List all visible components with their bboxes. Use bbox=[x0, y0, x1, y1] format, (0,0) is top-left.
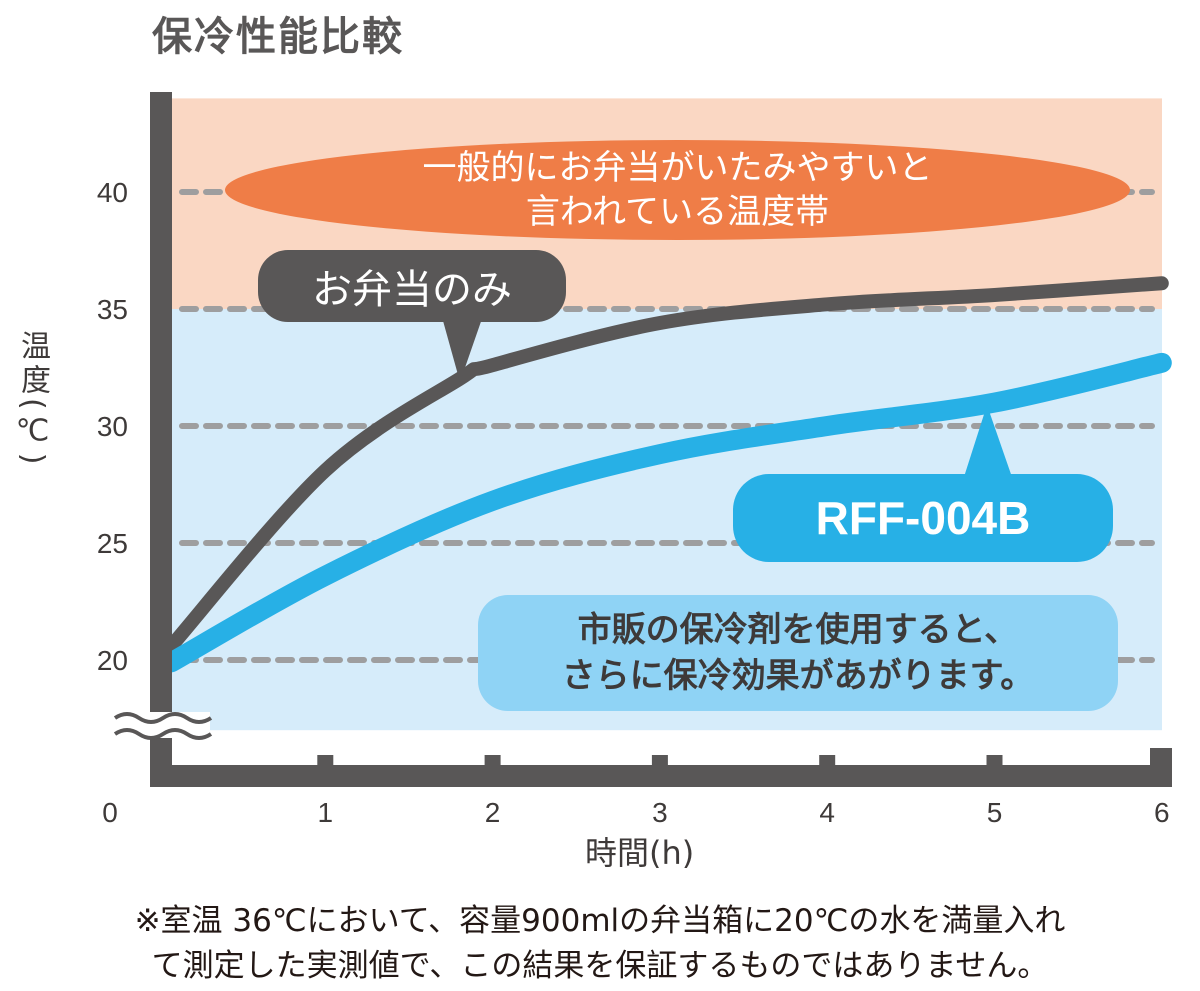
x-tick-label: 5 bbox=[987, 797, 1003, 828]
series2-label-text: RFF-004B bbox=[815, 492, 1031, 544]
x-tick-label: 3 bbox=[652, 797, 668, 828]
x-tick-mark bbox=[986, 755, 1003, 767]
y-tick-label: 40 bbox=[97, 177, 128, 208]
series-line-2 bbox=[161, 352, 1172, 673]
x-tick-mark bbox=[484, 755, 501, 767]
y-axis bbox=[150, 92, 172, 787]
footnote-line2: て測定した実測値で、この結果を保証するものではありません。 bbox=[151, 948, 1049, 984]
danger-zone-balloon: 一般的にお弁当がいたみやすいと 言われている温度帯 bbox=[225, 140, 1130, 240]
danger-zone-line2: 言われている温度帯 bbox=[525, 192, 830, 232]
x-tick-label: 4 bbox=[819, 797, 835, 828]
y-axis-label: 温度(℃) bbox=[15, 330, 50, 469]
x-tick-mark bbox=[317, 755, 334, 767]
x-tick-mark bbox=[819, 755, 836, 767]
x-axis-label: 時間(h) bbox=[585, 834, 695, 872]
axis-break-mark bbox=[113, 712, 213, 740]
note-line1: 市販の保冷剤を使用すると、 bbox=[577, 610, 1019, 650]
footnote-line1: ※室温 36℃において、容量900mlの弁当箱に20℃の水を満量入れ bbox=[134, 903, 1066, 939]
series2-label: RFF-004B bbox=[733, 474, 1113, 562]
x-tick-label: 6 bbox=[1154, 797, 1170, 828]
note-line2: さらに保冷効果があがります。 bbox=[561, 656, 1035, 696]
series-line-1 bbox=[164, 276, 1169, 653]
x-tick-mark bbox=[651, 755, 668, 767]
series1-label-text: お弁当のみ bbox=[312, 267, 512, 313]
x-axis-end bbox=[1150, 748, 1172, 787]
danger-zone-line1: 一般的にお弁当がいたみやすいと bbox=[422, 148, 933, 188]
y-tick-label: 20 bbox=[97, 645, 128, 676]
y-tick-label: 35 bbox=[97, 294, 128, 325]
y-tick-label: 25 bbox=[97, 528, 128, 559]
y-tick-label: 30 bbox=[97, 411, 128, 442]
note-balloon: 市販の保冷剤を使用すると、 さらに保冷効果があがります。 bbox=[478, 595, 1118, 711]
chart-title: 保冷性能比較 bbox=[152, 14, 404, 60]
x-axis bbox=[150, 765, 1172, 787]
x-tick-label: 0 bbox=[102, 797, 118, 828]
x-tick-label: 1 bbox=[318, 797, 334, 828]
x-tick-label: 2 bbox=[485, 797, 501, 828]
series1-label: お弁当のみ bbox=[258, 250, 566, 322]
